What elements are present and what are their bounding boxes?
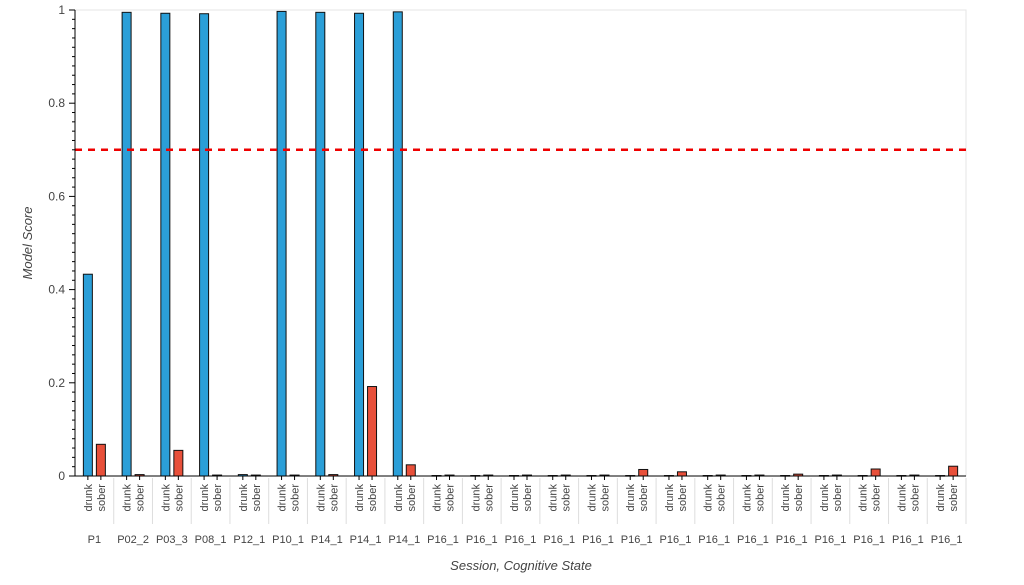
- x-tick-label-sober: sober: [638, 484, 650, 512]
- group-label: P16_1: [621, 534, 653, 546]
- x-tick-label-drunk: drunk: [238, 484, 250, 512]
- group-label: P16_1: [737, 534, 769, 546]
- x-tick-label-drunk: drunk: [432, 484, 444, 512]
- bar-drunk-1: [82, 273, 93, 477]
- y-axis: 0 0.2 0.4 0.6 0.8 1: [48, 3, 76, 483]
- x-tick-label-sober: sober: [135, 484, 147, 512]
- y-tick-label: 1: [58, 3, 65, 17]
- x-tick-label-drunk: drunk: [664, 484, 676, 512]
- bar-drunk-7: [315, 11, 326, 477]
- y-tick-label: 0: [58, 469, 65, 483]
- x-tick-label-drunk: drunk: [83, 484, 95, 512]
- x-tick-label-sober: sober: [367, 484, 379, 512]
- x-tick-label-sober: sober: [832, 484, 844, 512]
- group-label: P16_1: [698, 534, 730, 546]
- x-tick-label-drunk: drunk: [741, 484, 753, 512]
- x-tick-label-sober: sober: [948, 484, 960, 512]
- x-tick-label-sober: sober: [290, 484, 302, 512]
- x-tick-label-sober: sober: [328, 484, 340, 512]
- bar-drunk-3: [160, 12, 171, 477]
- bar-sober-8: [367, 386, 378, 477]
- x-tick-label-sober: sober: [406, 484, 418, 512]
- x-tick-label-drunk: drunk: [858, 484, 870, 512]
- x-tick-label-drunk: drunk: [160, 484, 172, 512]
- group-label: P16_1: [427, 534, 459, 546]
- group-label: P16_1: [466, 534, 498, 546]
- x-tick-label-sober: sober: [561, 484, 573, 512]
- x-tick-label-drunk: drunk: [625, 484, 637, 512]
- bar-sober-23: [948, 465, 959, 477]
- x-tick-label-sober: sober: [173, 484, 185, 512]
- y-tick-label: 0.6: [48, 189, 65, 203]
- group-label: P16_1: [505, 534, 537, 546]
- y-axis-title: Model Score: [20, 207, 35, 280]
- x-tick-label-sober: sober: [445, 484, 457, 512]
- bar-sober-9: [405, 464, 416, 477]
- group-label: P10_1: [272, 534, 304, 546]
- x-tick-label-drunk: drunk: [393, 484, 405, 512]
- group-label: P08_1: [195, 534, 227, 546]
- bar-drunk-6: [276, 10, 287, 477]
- group-label: P12_1: [233, 534, 265, 546]
- bar-sober-16: [676, 471, 687, 477]
- group-label: P03_3: [156, 534, 188, 546]
- y-tick-label: 0.2: [48, 376, 65, 390]
- y-tick-label: 0.8: [48, 96, 65, 110]
- group-label: P14_1: [311, 534, 343, 546]
- group-label: P14_1: [350, 534, 382, 546]
- group-label: P14_1: [388, 534, 420, 546]
- x-tick-label-sober: sober: [909, 484, 921, 512]
- y-tick-label: 0.4: [48, 283, 65, 297]
- bar-drunk-8: [354, 12, 365, 477]
- bar-sober-21: [870, 468, 881, 477]
- x-tick-label-drunk: drunk: [277, 484, 289, 512]
- x-tick-label-sober: sober: [522, 484, 534, 512]
- x-tick-label-drunk: drunk: [122, 484, 134, 512]
- x-tick-label-sober: sober: [483, 484, 495, 512]
- group-label: P16_1: [776, 534, 808, 546]
- x-tick-label-sober: sober: [599, 484, 611, 512]
- x-tick-label-drunk: drunk: [586, 484, 598, 512]
- x-tick-label-drunk: drunk: [354, 484, 366, 512]
- x-axis-title: Session, Cognitive State: [450, 558, 592, 573]
- x-tick-label-drunk: drunk: [935, 484, 947, 512]
- bar-drunk-2: [121, 11, 132, 477]
- x-tick-label-drunk: drunk: [780, 484, 792, 512]
- x-tick-label-sober: sober: [716, 484, 728, 512]
- group-label: P16_1: [815, 534, 847, 546]
- x-tick-label-drunk: drunk: [470, 484, 482, 512]
- x-tick-label-sober: sober: [793, 484, 805, 512]
- group-label: P16_1: [853, 534, 885, 546]
- bar-drunk-4: [199, 13, 210, 477]
- bar-drunk-9: [392, 11, 403, 477]
- x-tick-label-sober: sober: [212, 484, 224, 512]
- x-tick-label-drunk: drunk: [199, 484, 211, 512]
- bar-sober-3: [173, 449, 184, 477]
- x-tick-label-sober: sober: [251, 484, 263, 512]
- bar-sober-15: [638, 468, 649, 477]
- x-tick-label-sober: sober: [677, 484, 689, 512]
- x-tick-label-drunk: drunk: [548, 484, 560, 512]
- x-tick-label-drunk: drunk: [896, 484, 908, 512]
- x-tick-label-sober: sober: [871, 484, 883, 512]
- group-label: P16_1: [931, 534, 963, 546]
- x-tick-label-drunk: drunk: [703, 484, 715, 512]
- x-tick-label-drunk: drunk: [819, 484, 831, 512]
- group-label: P16_1: [892, 534, 924, 546]
- group-label: P1: [88, 534, 101, 546]
- x-tick-label-drunk: drunk: [509, 484, 521, 512]
- group-label: P16_1: [582, 534, 614, 546]
- x-tick-label-drunk: drunk: [315, 484, 327, 512]
- bar-sober-1: [95, 443, 106, 477]
- group-label: P16_1: [543, 534, 575, 546]
- group-label: P02_2: [117, 534, 149, 546]
- x-tick-label-sober: sober: [754, 484, 766, 512]
- group-label: P16_1: [660, 534, 692, 546]
- x-tick-label-sober: sober: [96, 484, 108, 512]
